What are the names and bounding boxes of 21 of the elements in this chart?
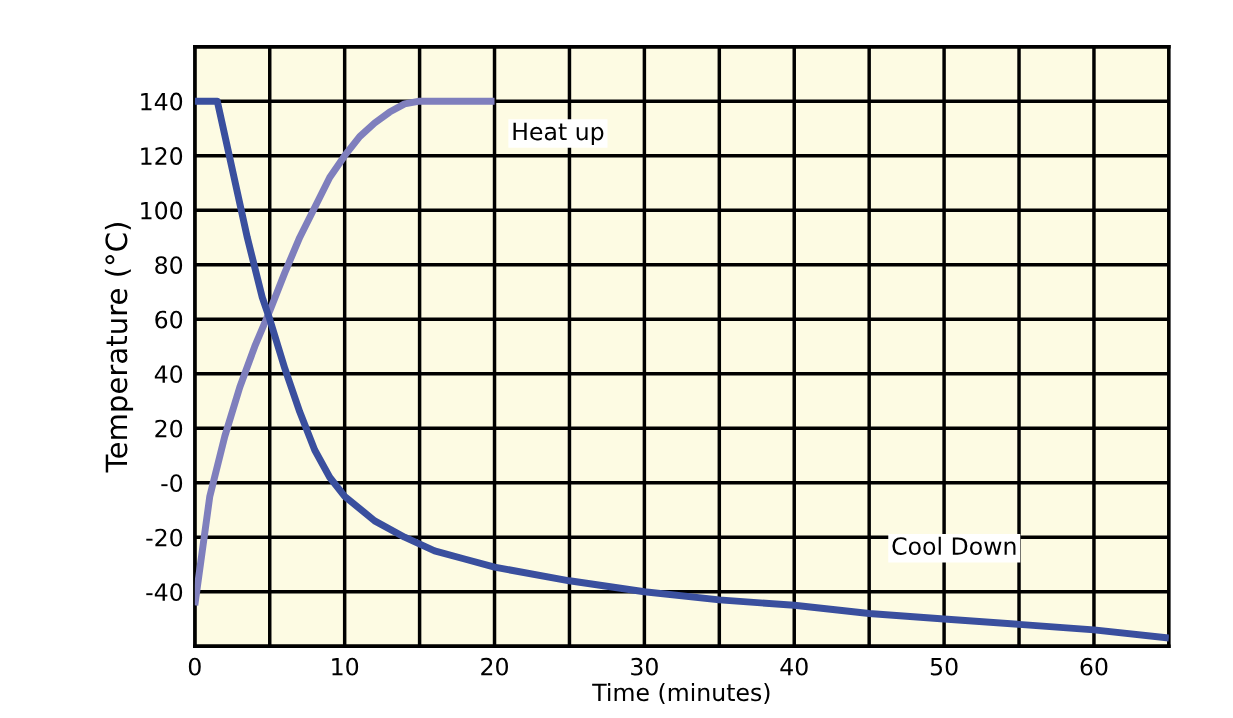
x-tick-label: 40 [780,657,808,676]
series-label: Heat up [513,122,604,145]
y-axis-title: Temperature (°C) [104,223,134,473]
y-tick-label: 140 [141,92,183,111]
y-tick-label: 60 [155,310,183,329]
x-tick-label: 50 [930,657,958,676]
y-tick-label: -0 [161,474,183,492]
y-tick-label: 40 [154,365,183,383]
y-tick-label: 120 [141,147,183,165]
x-tick-label: 10 [332,657,359,676]
y-tick-label: -20 [146,528,183,547]
x-tick-label: 0 [188,657,201,676]
x-tick-label: 60 [1080,657,1108,676]
x-tick-label: 30 [631,657,658,676]
y-tick-label: 80 [155,256,183,274]
text: Cool Down [892,536,1016,556]
y-tick-label: 20 [155,419,183,438]
y-tick-label: 100 [141,201,183,220]
x-tick-label: 20 [481,657,508,676]
x-axis-title: Time (minutes) [592,682,770,704]
y-tick-label: -40 [146,583,183,601]
